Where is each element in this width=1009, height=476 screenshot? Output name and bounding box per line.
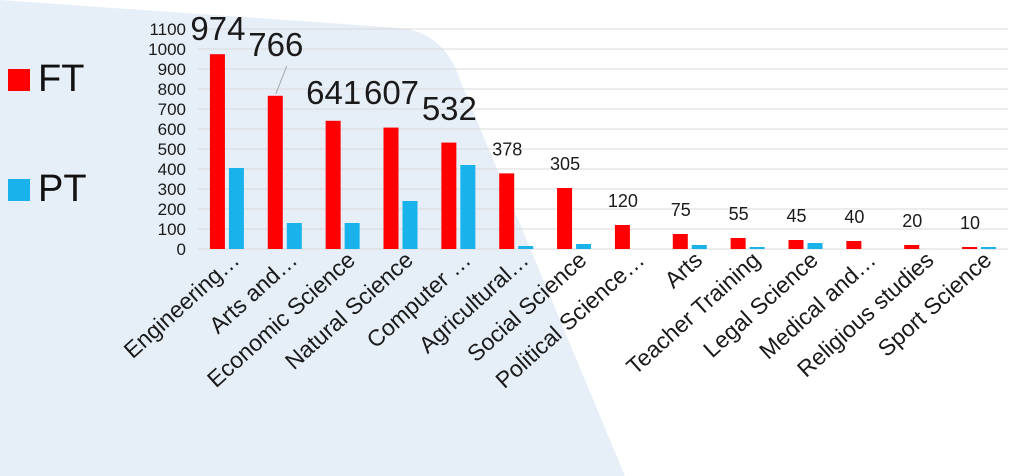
bar-pt xyxy=(807,243,823,249)
y-tick-label: 1000 xyxy=(148,40,186,59)
bar-ft xyxy=(209,54,225,250)
y-tick-label: 700 xyxy=(158,100,186,119)
data-label: 305 xyxy=(550,154,580,174)
bar-ft xyxy=(267,95,283,249)
bar-pt xyxy=(286,223,302,249)
bar-pt xyxy=(402,201,418,249)
bar-ft xyxy=(962,247,978,249)
data-label: 766 xyxy=(248,26,303,63)
bar-ft xyxy=(788,240,804,249)
x-tick-label: Arts xyxy=(659,246,707,293)
legend-swatch-ft xyxy=(8,68,30,91)
data-label: 120 xyxy=(608,191,638,211)
bar-ft xyxy=(730,238,746,249)
y-tick-label: 1100 xyxy=(149,20,186,39)
legend-swatch-pt xyxy=(8,178,30,201)
y-tick-label: 600 xyxy=(158,120,186,139)
data-label: 641 xyxy=(306,74,361,111)
bar-ft xyxy=(557,188,573,249)
y-tick-label: 900 xyxy=(158,60,186,79)
bar-pt xyxy=(576,244,592,249)
bar-pt xyxy=(228,168,244,249)
bar-ft xyxy=(325,120,341,249)
y-tick-label: 100 xyxy=(158,220,186,239)
legend-label-pt: PT xyxy=(38,168,87,210)
bar-pt xyxy=(691,245,707,249)
bar-ft xyxy=(441,142,457,249)
legend-item-pt: PT xyxy=(8,168,87,211)
data-label: 532 xyxy=(422,90,477,127)
y-tick-label: 500 xyxy=(158,140,186,159)
bar-ft xyxy=(846,241,862,249)
y-tick-label: 400 xyxy=(158,160,186,179)
bar-ft xyxy=(904,245,920,249)
bar-pt xyxy=(518,246,534,249)
data-label: 974 xyxy=(190,10,245,47)
data-label: 40 xyxy=(844,207,864,227)
leader-line xyxy=(275,65,288,94)
y-tick-label: 0 xyxy=(177,240,186,259)
bar-ft xyxy=(383,127,399,249)
y-tick-label: 800 xyxy=(158,80,186,99)
bar-ft xyxy=(672,234,688,249)
bar-pt xyxy=(981,247,997,249)
data-label: 55 xyxy=(729,204,749,224)
bar-pt xyxy=(344,223,360,249)
data-label: 607 xyxy=(364,74,419,111)
data-label: 10 xyxy=(960,213,980,233)
y-tick-label: 300 xyxy=(158,180,186,199)
legend-label-ft: FT xyxy=(38,58,85,100)
legend-item-ft: FT xyxy=(8,58,84,101)
bar-ft xyxy=(614,225,630,249)
bar-pt xyxy=(749,247,765,249)
bar-pt xyxy=(460,165,476,249)
y-tick-label: 200 xyxy=(158,200,186,219)
bar-ft xyxy=(499,173,515,249)
data-label: 20 xyxy=(902,211,922,231)
data-label: 45 xyxy=(786,206,806,226)
data-label: 378 xyxy=(492,139,522,159)
data-label: 75 xyxy=(671,200,691,220)
